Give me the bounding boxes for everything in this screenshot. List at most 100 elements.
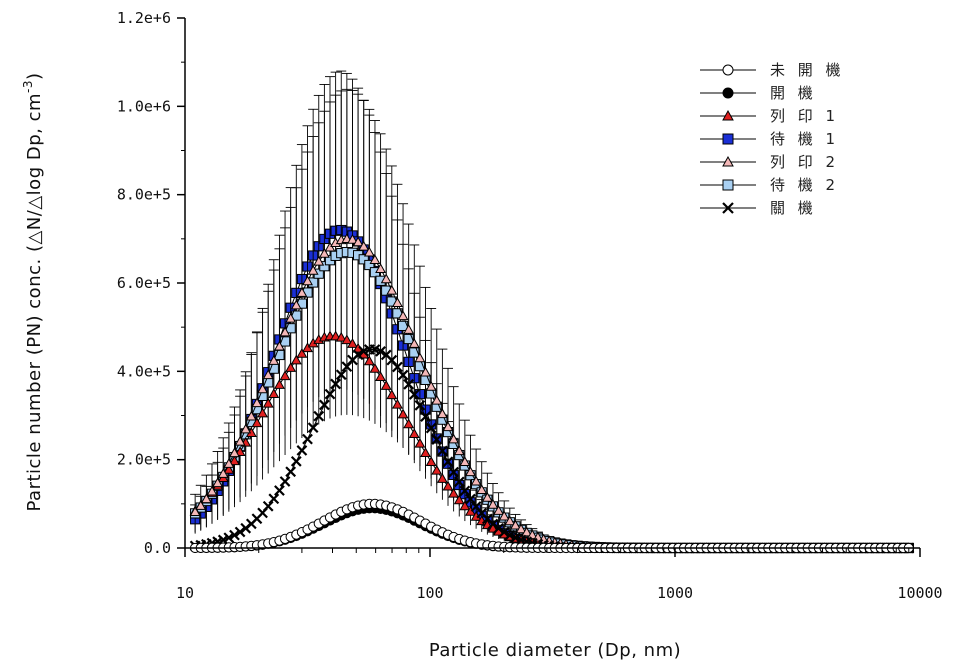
- cross-stroke: [510, 532, 521, 544]
- data-point-marker: [436, 473, 448, 483]
- data-point-marker: [358, 240, 370, 251]
- cross-stroke: [459, 485, 471, 497]
- data-point-marker: [722, 155, 734, 167]
- data-point-marker: [420, 411, 431, 422]
- data-point-marker: [442, 480, 454, 491]
- cross-stroke: [352, 349, 364, 361]
- legend-item: 未 開 機: [700, 61, 841, 79]
- legend-label: 待 機 1: [770, 130, 839, 148]
- data-point-marker: [262, 369, 274, 380]
- data-point-marker: [307, 422, 319, 434]
- data-point-marker: [391, 398, 403, 409]
- data-point-marker: [504, 529, 516, 541]
- cross-stroke: [425, 422, 437, 434]
- data-point-marker: [358, 254, 369, 265]
- data-point-marker: [274, 485, 285, 496]
- data-point-marker: [375, 345, 386, 357]
- cross-stroke: [414, 399, 426, 411]
- cross-stroke: [296, 445, 308, 456]
- cross-stroke: [335, 369, 347, 381]
- legend-item: 列 印 2: [700, 153, 835, 171]
- data-point-marker: [279, 370, 291, 381]
- cross-stroke: [470, 501, 482, 512]
- data-point-marker: [375, 371, 387, 382]
- data-point-marker: [279, 326, 291, 337]
- data-point-marker: [722, 179, 734, 191]
- data-point-marker: [273, 379, 285, 389]
- cross-stroke: [487, 518, 499, 530]
- data-point-marker: [229, 455, 240, 466]
- data-point-marker: [285, 312, 297, 323]
- cross-stroke: [290, 455, 302, 467]
- data-point-marker: [347, 233, 358, 244]
- data-point-marker: [448, 466, 460, 478]
- data-point-marker: [391, 297, 403, 308]
- data-point-marker: [268, 388, 280, 399]
- data-point-marker: [403, 418, 415, 429]
- data-point-marker: [290, 354, 302, 365]
- data-point-marker: [386, 389, 398, 400]
- legend-item: 開 機: [700, 84, 813, 102]
- data-point-marker: [526, 529, 538, 540]
- data-point-marker: [290, 299, 302, 310]
- data-point-marker: [437, 445, 448, 457]
- data-point-marker: [515, 523, 527, 534]
- cross-stroke: [330, 378, 342, 390]
- data-point-marker: [290, 455, 302, 467]
- data-point-marker: [476, 484, 488, 495]
- cross-stroke: [392, 361, 403, 373]
- cross-stroke: [504, 529, 516, 541]
- cross-stroke: [493, 523, 504, 534]
- data-point-marker: [257, 407, 269, 418]
- data-point-marker: [392, 361, 403, 373]
- data-point-marker: [369, 362, 381, 373]
- data-point-marker: [369, 254, 381, 265]
- data-point-marker: [414, 352, 426, 363]
- data-point-marker: [313, 255, 325, 266]
- data-point-marker: [251, 417, 263, 428]
- cross-stroke: [442, 456, 454, 468]
- x-tick-label: 10: [176, 584, 194, 602]
- legend-label: 待 機 2: [770, 176, 839, 194]
- cross-stroke: [307, 422, 319, 434]
- y-axis-title-main: Particle number (PN) conc. (△N/△log Dp, …: [24, 93, 45, 512]
- data-point-marker: [442, 421, 454, 432]
- legend-item: 關 機: [700, 199, 813, 217]
- data-point-marker: [319, 399, 330, 411]
- data-point-marker: [319, 261, 330, 272]
- data-point-marker: [386, 284, 398, 295]
- cross-stroke: [722, 202, 734, 214]
- cross-stroke: [229, 529, 240, 541]
- cross-stroke: [285, 466, 297, 478]
- cross-stroke: [217, 534, 229, 546]
- x-axis-title: Particle diameter (Dp, nm): [429, 640, 681, 661]
- x-tick-label: 100: [416, 584, 443, 602]
- data-point-marker: [223, 532, 235, 544]
- cross-stroke: [313, 410, 325, 422]
- data-point-marker: [330, 378, 342, 390]
- data-point-marker: [296, 347, 308, 358]
- data-point-marker: [431, 434, 443, 445]
- data-point-marker: [408, 428, 420, 439]
- cross-stroke: [476, 507, 488, 519]
- data-point-marker: [285, 466, 297, 478]
- data-point-marker: [420, 366, 431, 377]
- data-point-marker: [453, 494, 465, 505]
- data-point-marker: [510, 532, 521, 544]
- data-point-marker: [257, 383, 269, 394]
- data-point-marker: [722, 109, 734, 121]
- y-axis-title-close: ): [24, 72, 45, 80]
- data-point-marker: [285, 323, 296, 334]
- data-point-marker: [296, 445, 308, 456]
- series-3: [189, 330, 915, 553]
- data-point-marker: [425, 380, 437, 391]
- data-point-marker: [363, 355, 375, 366]
- data-point-marker: [296, 287, 308, 297]
- data-point-marker: [380, 273, 392, 284]
- x-tick-label: 10000: [897, 584, 942, 602]
- cross-stroke: [302, 433, 313, 445]
- y-tick-label: 6.0e+5: [117, 274, 171, 292]
- data-point-marker: [223, 463, 235, 474]
- cross-stroke: [380, 349, 392, 361]
